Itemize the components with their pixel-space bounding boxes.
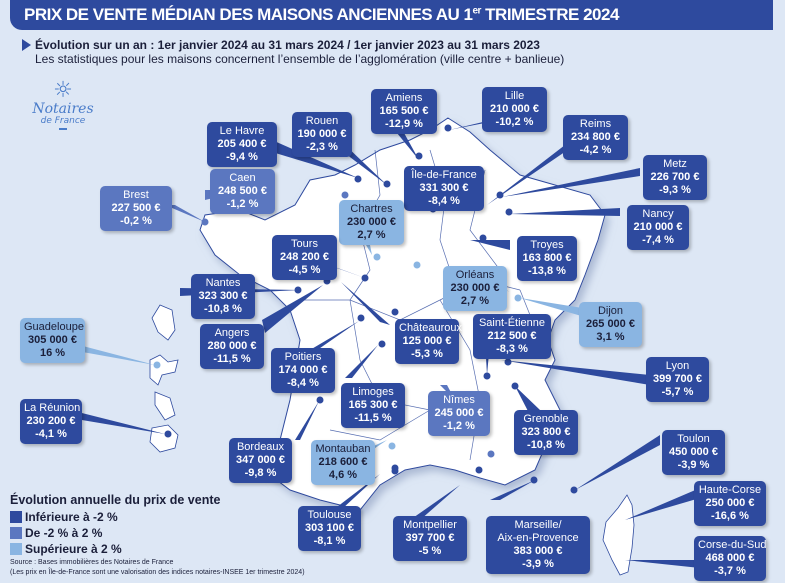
- mayotte-outline: [154, 391, 176, 421]
- legend: Évolution annuelle du prix de vente Infé…: [10, 493, 220, 557]
- corsica-outline: [602, 494, 635, 576]
- triangle-bullet-icon: [22, 39, 31, 51]
- city-box-rouen: Rouen 190 000 € -2,3 %: [292, 112, 352, 157]
- city-box-chateauroux: Châteauroux 125 000 € -5,3 %: [395, 319, 462, 364]
- city-box-dijon: Dijon 265 000 €3,1 %: [579, 302, 642, 347]
- city-box-poitiers: Poitiers 174 000 € -8,4 %: [271, 348, 335, 393]
- city-box-troyes: Troyes 163 800 € -13,8 %: [517, 236, 577, 281]
- city-box-lille: Lille 210 000 € -10,2 %: [482, 87, 547, 132]
- city-box-saint-etienne: Saint-Étienne 212 500 € -8,3 %: [473, 314, 551, 359]
- period-text: Évolution sur un an : 1er janvier 2024 a…: [35, 38, 540, 52]
- city-box-orleans: Orléans 230 000 €2,7 %: [443, 266, 507, 311]
- logo-mark-icon: ☼: [53, 78, 73, 103]
- reunion-outline: [149, 424, 179, 453]
- legend-item-mid: De -2 % à 2 %: [10, 525, 220, 541]
- city-box-amiens: Amiens 165 500 € -12,9 %: [371, 89, 437, 134]
- legend-swatch-low: [10, 511, 22, 523]
- city-box-caen: Caen 248 500 € -1,2 %: [210, 169, 275, 214]
- legend-swatch-high: [10, 543, 22, 555]
- city-box-montpellier: Montpellier 397 700 € -5 %: [393, 516, 467, 561]
- legend-title: Évolution annuelle du prix de vente: [10, 493, 221, 507]
- city-box-tours: Tours 248 200 € -4,5 %: [272, 235, 337, 280]
- city-box-haute-corse: Haute-Corse 250 000 € -16,6 %: [694, 481, 766, 526]
- martinique-outline: [151, 304, 176, 341]
- city-box-ile-de-france: Île-de-France 331 300 € -8,4 %: [404, 166, 484, 211]
- city-box-metz: Metz 226 700 € -9,3 %: [643, 155, 707, 200]
- city-box-la-reunion: La Réunion 230 200 € -4,1 %: [20, 399, 82, 444]
- notaires-logo: ☼ Notaires de France: [28, 80, 98, 130]
- source-note: Source : Bases immobilières des Notaires…: [10, 559, 305, 576]
- legend-item-high: Supérieure à 2 %: [10, 541, 220, 557]
- city-box-marseille-aix: Marseille/ Aix-en-Provence 383 000 € -3,9 …: [486, 516, 590, 574]
- city-box-guadeloupe: Guadeloupe 305 000 €16 %: [20, 318, 85, 363]
- city-box-limoges: Limoges 165 300 € -11,5 %: [341, 383, 405, 428]
- city-box-montauban: Montauban 218 600 €4,6 %: [311, 440, 375, 485]
- city-box-reims: Reims 234 800 € -4,2 %: [563, 115, 628, 160]
- page-title: PRIX DE VENTE MÉDIAN DES MAISONS ANCIENN…: [10, 0, 773, 30]
- scope-text: Les statistiques pour les maisons concer…: [35, 52, 565, 66]
- legend-swatch-mid: [10, 527, 22, 539]
- city-box-nancy: Nancy 210 000 € -7,4 %: [627, 205, 689, 250]
- city-box-brest: Brest 227 500 € -0,2 %: [100, 186, 172, 231]
- city-box-chartres: Chartres 230 000 €2,7 %: [339, 200, 404, 245]
- city-box-nantes: Nantes 323 300 € -10,8 %: [191, 274, 255, 319]
- city-box-bordeaux: Bordeaux 347 000 € -9,8 %: [229, 438, 292, 483]
- city-box-grenoble: Grenoble 323 800 € -10,8 %: [514, 410, 578, 455]
- legend-item-low: Inférieure à -2 %: [10, 509, 220, 525]
- subtitle: Évolution sur un an : 1er janvier 2024 a…: [22, 38, 564, 66]
- city-box-le-havre: Le Havre 205 400 € -9,4 %: [207, 122, 277, 167]
- guadeloupe-outline: [149, 354, 179, 386]
- city-box-nimes: Nîmes 245 000 € -1,2 %: [428, 391, 490, 436]
- city-box-corse-du-sud: Corse-du-Sud 468 000 € -3,7 %: [694, 536, 766, 581]
- city-box-toulouse: Toulouse 303 100 € -8,1 %: [298, 506, 361, 551]
- city-box-toulon: Toulon 450 000 € -3,9 %: [662, 430, 725, 475]
- city-box-angers: Angers 280 000 € -11,5 %: [200, 324, 264, 369]
- city-box-lyon: Lyon 399 700 € -5,7 %: [646, 357, 709, 402]
